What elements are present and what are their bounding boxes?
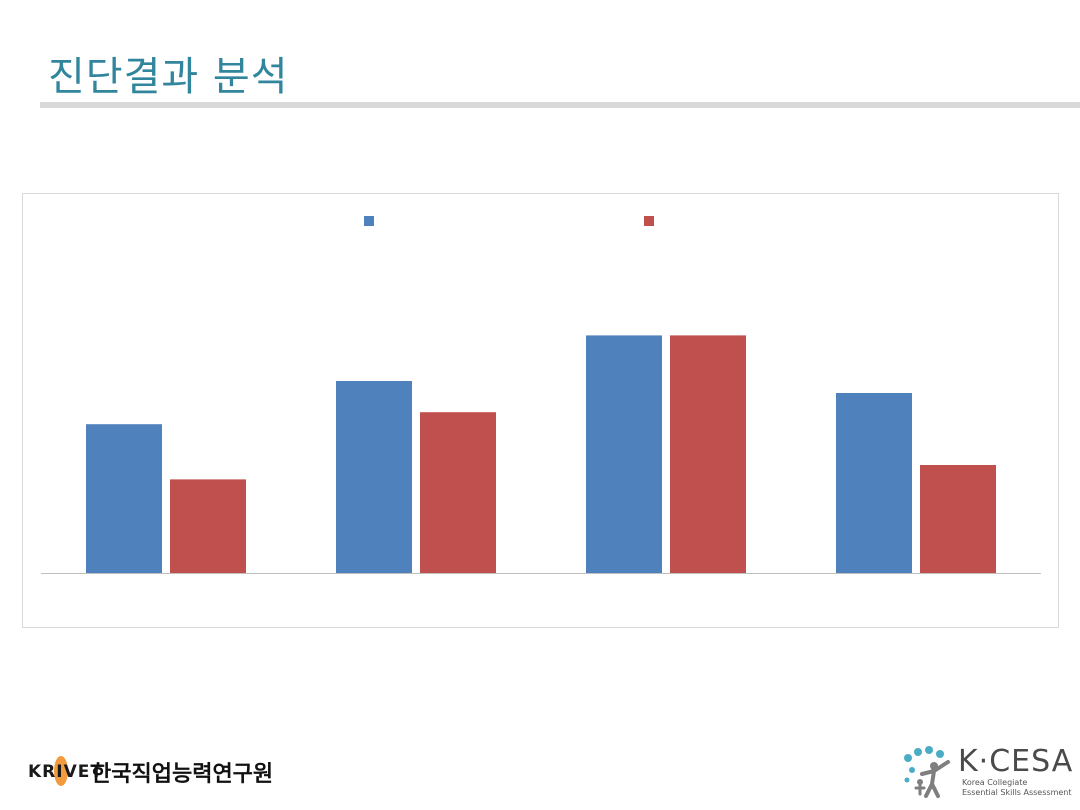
kcesa-logo: K·CESA Korea Collegiate Essential Skills… bbox=[898, 744, 1073, 800]
kcesa-tagline-line1: Korea Collegiate bbox=[962, 778, 1028, 787]
krivet-institute-name: 한국직업능력연구원 bbox=[91, 762, 274, 787]
bar-series-a-3 bbox=[586, 335, 662, 573]
bar-series-b-4 bbox=[920, 465, 996, 573]
bar-series-b-1 bbox=[170, 479, 246, 573]
title-divider bbox=[40, 102, 1080, 108]
legend-marker-series-b bbox=[644, 216, 654, 226]
bar-series-a-2 bbox=[336, 381, 412, 573]
bar-chart bbox=[41, 216, 1041, 574]
bar-series-a-1 bbox=[86, 424, 162, 573]
kcesa-tagline: Korea Collegiate Essential Skills Assess… bbox=[962, 778, 1072, 798]
kcesa-logo-text: K·CESA bbox=[958, 744, 1074, 779]
slide-title: 진단결과 분석 bbox=[48, 54, 289, 100]
bar-series-b-2 bbox=[420, 412, 496, 573]
kcesa-tagline-line2: Essential Skills Assessment bbox=[962, 788, 1072, 797]
bar-series-a-4 bbox=[836, 393, 912, 573]
chart-frame bbox=[22, 193, 1059, 628]
krivet-logo-mark bbox=[54, 756, 68, 786]
legend-marker-series-a bbox=[364, 216, 374, 226]
bar-series-b-3 bbox=[670, 335, 746, 573]
kcesa-figure-icon bbox=[904, 746, 950, 798]
krivet-logo-text: KRIVET bbox=[28, 762, 103, 782]
